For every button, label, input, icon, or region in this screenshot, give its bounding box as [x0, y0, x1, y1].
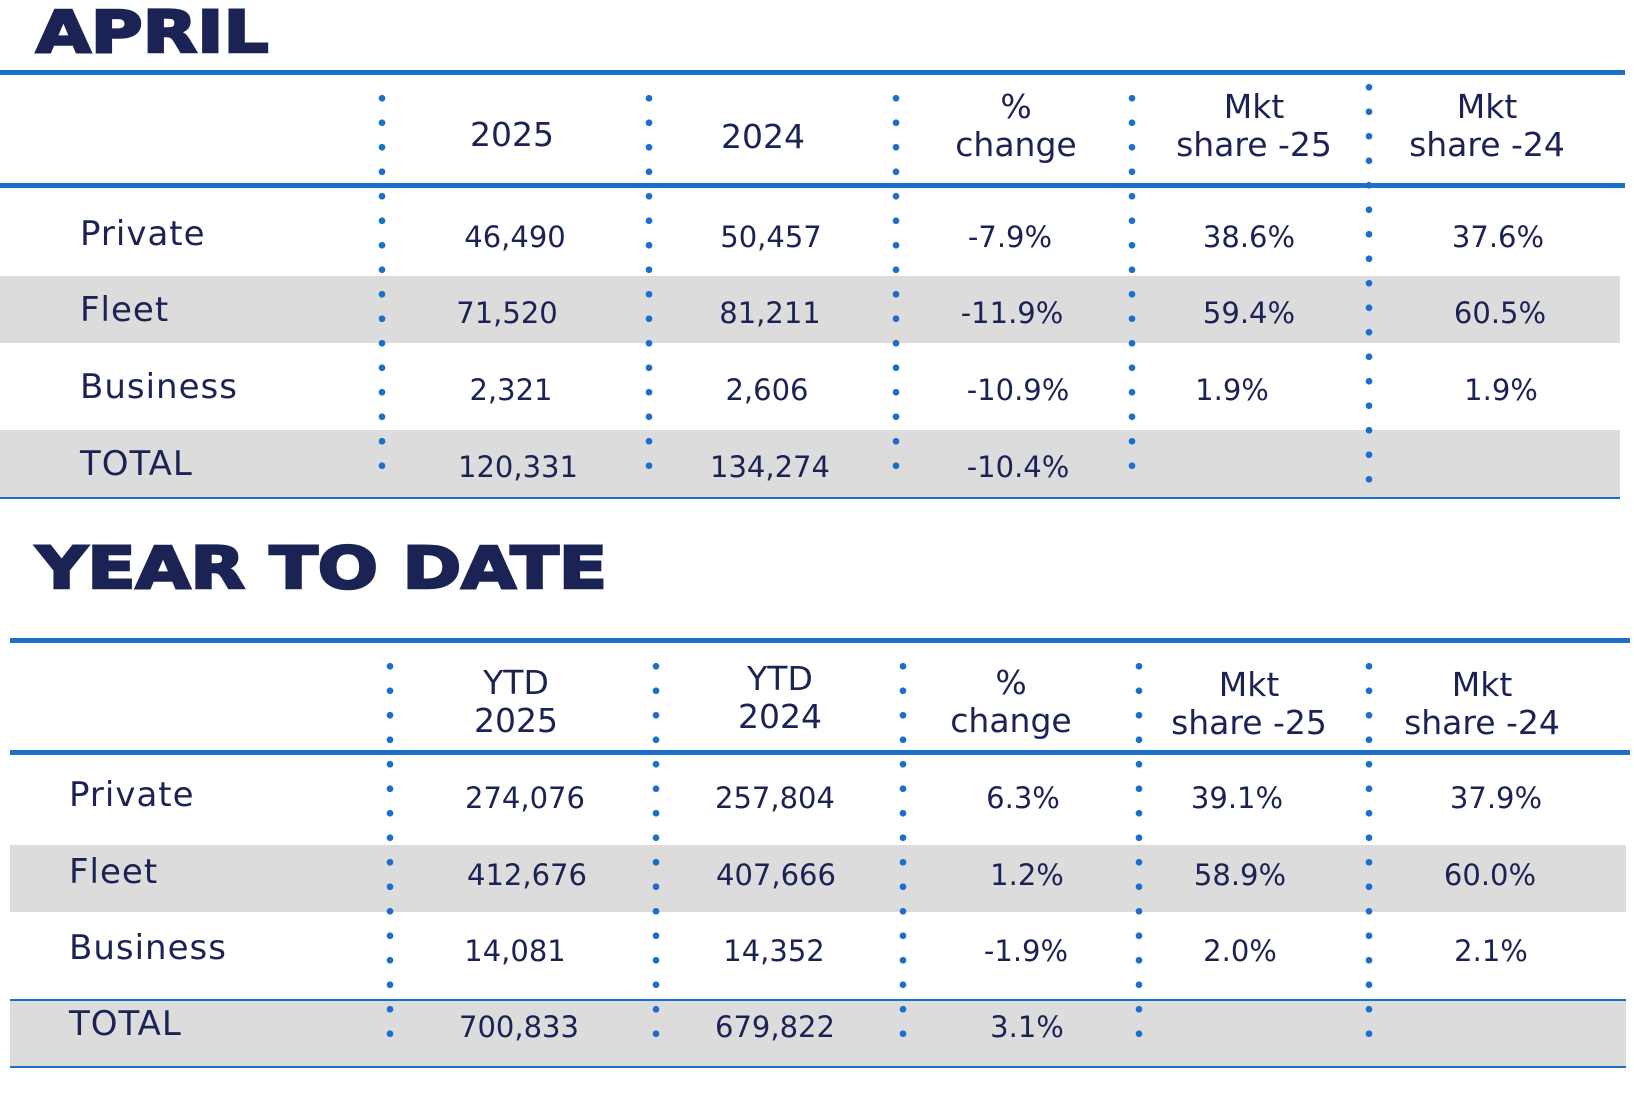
ytd-private-pct: 6.3%: [986, 781, 1060, 815]
ytd-row-band-total: [10, 1000, 1626, 1067]
april-fleet-mkt25: 59.4%: [1202, 296, 1296, 330]
april-fleet-mkt24: 60.5%: [1453, 296, 1547, 330]
april-col-divider-4: [1128, 86, 1136, 486]
ytd-row-label-private: Private: [69, 775, 195, 815]
april-private-2025: 46,490: [464, 220, 566, 254]
ytd-header-ytd-2025: YTD 2025: [474, 663, 558, 740]
april-header-pct-change: % change: [955, 87, 1077, 164]
april-business-mkt24: 1.9%: [1464, 373, 1538, 407]
april-private-mkt24: 37.6%: [1451, 220, 1545, 254]
april-table: 2025 2024 % change Mkt share -25 Mkt share …: [0, 0, 1634, 500]
april-fleet-pct: -11.9%: [960, 296, 1064, 330]
april-header-mkt-share-24: Mkt share -24: [1409, 87, 1565, 164]
ytd-bottom-rule: [10, 1066, 1626, 1068]
april-top-rule: [0, 70, 1625, 75]
ytd-col-divider-2: [652, 654, 660, 1054]
april-total-pct: -10.4%: [966, 450, 1070, 484]
ytd-business-mkt25: 2.0%: [1203, 934, 1277, 968]
ytd-header-mkt-share-25: Mkt share -25: [1171, 665, 1327, 742]
ytd-total-pct: 3.1%: [990, 1010, 1064, 1044]
ytd-business-2024: 14,352: [723, 934, 825, 968]
april-section-title: APRIL: [34, 0, 270, 67]
ytd-section-title: YEAR TO DATE: [34, 533, 608, 604]
ytd-header-ytd-2024: YTD 2024: [738, 659, 822, 736]
april-fleet-2024: 81,211: [719, 296, 821, 330]
ytd-row-label-fleet: Fleet: [69, 852, 159, 892]
ytd-header-mkt-share-24: Mkt share -24: [1404, 665, 1560, 742]
ytd-fleet-2024: 407,666: [716, 858, 836, 892]
ytd-total-2024: 679,822: [715, 1010, 835, 1044]
april-col-divider-1: [378, 86, 386, 486]
april-header-2024: 2024: [721, 117, 805, 156]
april-header-rule: [0, 183, 1625, 188]
april-row-band-total: [0, 430, 1620, 497]
april-business-2024: 2,606: [725, 373, 809, 407]
april-fleet-2025: 71,520: [456, 296, 558, 330]
ytd-header-pct-change: % change: [950, 663, 1072, 740]
ytd-top-rule: [10, 638, 1630, 643]
ytd-fleet-pct: 1.2%: [990, 858, 1064, 892]
ytd-row-band-fleet: [10, 845, 1626, 912]
ytd-total-2025: 700,833: [459, 1010, 579, 1044]
april-private-mkt25: 38.6%: [1202, 220, 1296, 254]
ytd-col-divider-4: [1135, 654, 1143, 1054]
ytd-private-mkt25: 39.1%: [1190, 781, 1284, 815]
ytd-header-rule: [10, 750, 1630, 755]
ytd-private-2025: 274,076: [465, 781, 585, 815]
ytd-business-pct: -1.9%: [983, 934, 1069, 968]
april-header-2025: 2025: [470, 115, 554, 154]
april-business-pct: -10.9%: [966, 373, 1070, 407]
ytd-fleet-2025: 412,676: [467, 858, 587, 892]
ytd-business-2025: 14,081: [464, 934, 566, 968]
ytd-col-divider-1: [386, 654, 394, 1054]
april-header-mkt-share-25: Mkt share -25: [1176, 87, 1332, 164]
april-col-divider-2: [645, 86, 653, 486]
april-bottom-rule: [0, 497, 1620, 499]
april-total-2025: 120,331: [458, 450, 578, 484]
april-col-divider-3: [892, 86, 900, 486]
april-row-label-private: Private: [80, 214, 206, 254]
ytd-row-label-total: TOTAL: [69, 1004, 182, 1044]
ytd-row-label-business: Business: [69, 928, 227, 968]
april-private-2024: 50,457: [720, 220, 822, 254]
ytd-col-divider-3: [899, 654, 907, 1054]
ytd-fleet-mkt24: 60.0%: [1443, 858, 1537, 892]
ytd-private-mkt24: 37.9%: [1449, 781, 1543, 815]
april-row-band-fleet: [0, 276, 1620, 343]
april-business-2025: 2,321: [469, 373, 553, 407]
ytd-total-top-rule: [10, 999, 1626, 1001]
april-col-divider-5: [1365, 75, 1373, 495]
ytd-fleet-mkt25: 58.9%: [1193, 858, 1287, 892]
ytd-private-2024: 257,804: [715, 781, 835, 815]
april-row-label-total: TOTAL: [80, 444, 193, 484]
april-total-2024: 134,274: [710, 450, 830, 484]
april-row-label-fleet: Fleet: [80, 290, 170, 330]
april-business-mkt25: 1.9%: [1195, 373, 1269, 407]
ytd-col-divider-5: [1365, 654, 1373, 1054]
april-private-pct: -7.9%: [967, 220, 1053, 254]
april-row-label-business: Business: [80, 367, 238, 407]
ytd-business-mkt24: 2.1%: [1454, 934, 1528, 968]
